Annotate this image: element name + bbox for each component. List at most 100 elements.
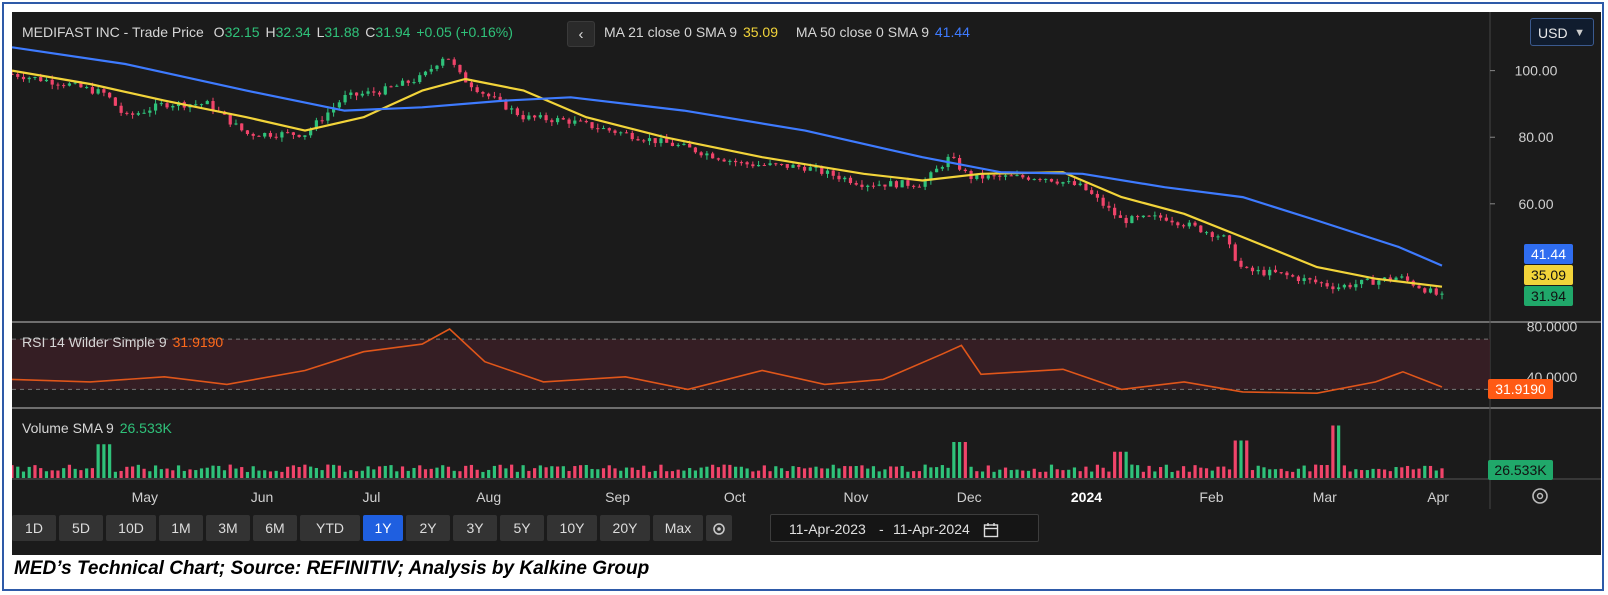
volume-bar	[1405, 465, 1410, 478]
volume-bar	[406, 470, 410, 478]
range-button-10d[interactable]: 10D	[106, 515, 156, 541]
volume-bar	[820, 468, 824, 478]
date-range-picker[interactable]: 11-Apr-2023 - 11-Apr-2024	[770, 514, 1039, 542]
candle-body	[148, 110, 152, 113]
candle-body	[779, 163, 784, 165]
volume-bar	[303, 464, 307, 478]
candle-body	[326, 112, 330, 121]
candles	[12, 56, 1444, 300]
volume-bar	[27, 466, 31, 478]
change-value: +0.05 (+0.16%)	[416, 24, 513, 40]
volume-bar	[1342, 465, 1346, 478]
range-button-3y[interactable]: 3Y	[453, 515, 497, 541]
candle-body	[1078, 183, 1082, 186]
close-price-tag: 31.94	[1524, 286, 1573, 306]
candle-body	[1245, 266, 1249, 268]
candle-body	[274, 136, 278, 138]
volume-bar	[647, 471, 652, 478]
range-button-6m[interactable]: 6M	[253, 515, 297, 541]
candle-body	[751, 164, 755, 167]
calendar-icon[interactable]	[983, 515, 999, 543]
volume-bar	[1337, 425, 1341, 478]
range-button-1d[interactable]: 1D	[12, 515, 56, 541]
candle-body	[1141, 215, 1145, 218]
rsi-line	[12, 328, 1443, 395]
candle-body	[418, 75, 422, 83]
range-button-20y[interactable]: 20Y	[600, 515, 650, 541]
volume-bar	[1250, 470, 1255, 478]
candle-body	[354, 92, 359, 96]
volume-bar	[1181, 466, 1186, 478]
range-button-1m[interactable]: 1M	[159, 515, 203, 541]
range-button-10y[interactable]: 10Y	[547, 515, 597, 541]
volume-bar	[125, 466, 129, 478]
candle-body	[808, 167, 812, 171]
toolbar-settings-icon[interactable]	[706, 515, 732, 541]
volume-bar	[533, 468, 537, 478]
volume-bar	[1291, 471, 1295, 478]
candle-body	[1262, 269, 1266, 276]
collapse-legend-button[interactable]: ‹	[567, 21, 595, 47]
date-to: 11-Apr-2024	[893, 521, 970, 537]
candle-body	[90, 87, 95, 94]
candle-body	[980, 173, 985, 179]
candle-body	[314, 120, 318, 130]
range-button-5y[interactable]: 5Y	[500, 515, 544, 541]
volume-bar	[894, 466, 899, 478]
candle-body	[349, 92, 353, 95]
range-button-max[interactable]: Max	[653, 515, 703, 541]
volume-bar	[590, 468, 594, 478]
currency-select[interactable]: USD ▼	[1530, 18, 1594, 46]
candle-body	[303, 135, 307, 137]
candle-body	[814, 166, 818, 168]
candle-body	[56, 84, 60, 86]
candle-body	[768, 163, 772, 166]
volume-bar	[986, 465, 990, 478]
candle-body	[848, 177, 853, 184]
volume-bar	[768, 471, 772, 478]
range-button-5d[interactable]: 5D	[59, 515, 103, 541]
ma21-price-tag: 35.09	[1524, 265, 1573, 285]
volume-bar	[102, 444, 106, 478]
range-button-ytd[interactable]: YTD	[300, 515, 360, 541]
volume-bar	[1204, 468, 1209, 478]
volume-bar	[992, 471, 996, 478]
volume-bar	[619, 470, 623, 478]
candle-body	[1055, 181, 1059, 184]
candle-body	[1314, 279, 1318, 283]
settings-gear-icon[interactable]	[1532, 488, 1548, 504]
volume-bar	[136, 464, 140, 478]
volume-bar	[860, 465, 864, 478]
volume-bar	[1365, 470, 1369, 478]
volume-bar	[521, 465, 525, 478]
close-label: C	[365, 24, 376, 40]
candle-body	[900, 180, 904, 188]
candle-body	[837, 175, 841, 180]
candle-body	[159, 103, 163, 105]
range-button-2y[interactable]: 2Y	[406, 515, 450, 541]
x-tick-label: Nov	[843, 489, 868, 505]
low-label: L	[316, 24, 325, 40]
volume-bar	[980, 471, 985, 478]
candle-body	[1417, 285, 1421, 289]
candle-body	[366, 91, 370, 94]
volume-bar	[705, 466, 709, 478]
volume-bar	[975, 471, 979, 478]
volume-bar	[998, 469, 1002, 478]
candle-body	[1136, 216, 1140, 218]
volume-bar	[412, 467, 416, 478]
volume-bar	[400, 466, 405, 478]
candle-body	[1009, 175, 1013, 177]
volume-bar	[1400, 467, 1404, 478]
candle-body	[642, 140, 646, 142]
candle-body	[756, 164, 761, 167]
volume-bar	[96, 444, 100, 478]
volume-bar	[699, 467, 703, 478]
volume-bar	[383, 465, 387, 478]
volume-bar	[1279, 468, 1283, 478]
candle-body	[533, 115, 537, 118]
range-button-3m[interactable]: 3M	[206, 515, 250, 541]
range-button-1y[interactable]: 1Y	[363, 515, 403, 541]
rsi-value: 31.9190	[172, 334, 224, 350]
volume-bar	[831, 464, 835, 478]
